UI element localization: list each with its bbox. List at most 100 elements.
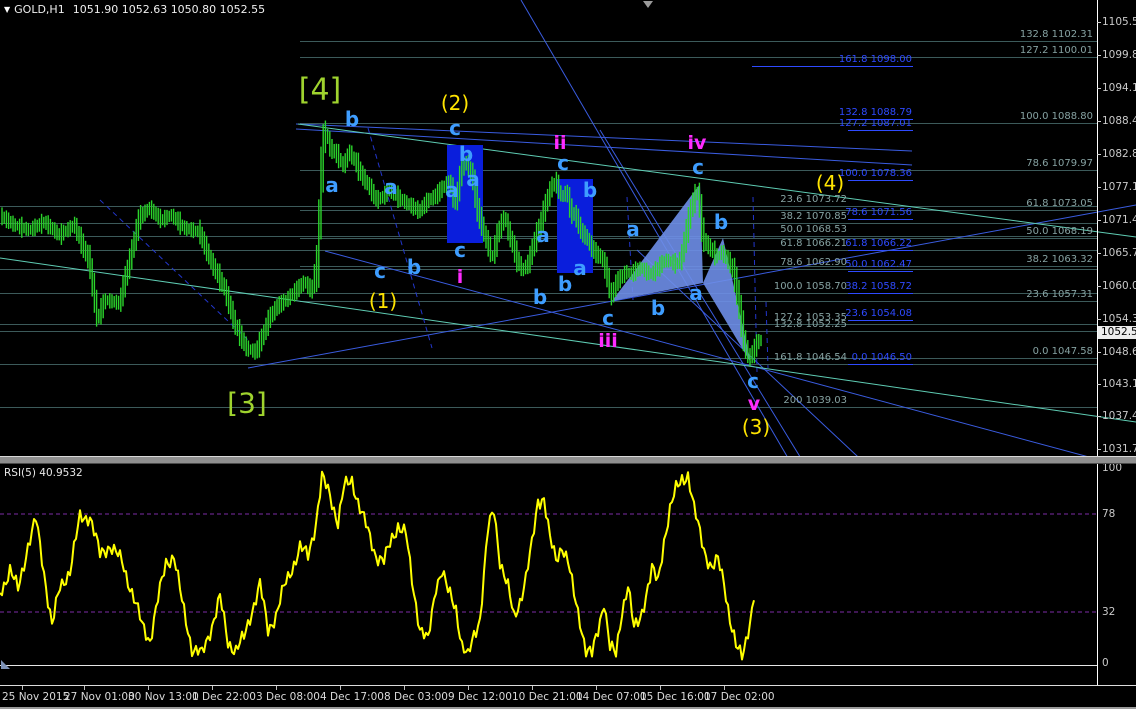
rsi-canvas[interactable] <box>0 464 1136 685</box>
time-axis-tick <box>468 686 469 690</box>
time-axis-label: 8 Dec 03:00 <box>384 691 448 703</box>
wave-label: a <box>384 175 398 199</box>
price-axis-tick <box>1097 55 1101 56</box>
fib-level-label: 38.2 1070.85 <box>780 211 847 222</box>
wave-label: a <box>626 217 640 241</box>
price-axis-label: 1077.1 <box>1102 181 1136 193</box>
price-axis-tick <box>1097 22 1101 23</box>
panel-divider[interactable] <box>0 457 1136 464</box>
fib-level-label: 127.2 1100.01 <box>1019 45 1093 56</box>
price-axis-label: 1099.8 <box>1102 49 1136 61</box>
fib-level-label: 127.2 1087.01 <box>838 118 912 129</box>
wave-label: [4] <box>298 72 342 108</box>
wave-label: a <box>573 256 587 280</box>
price-axis-border <box>1097 0 1098 685</box>
wave-label: c <box>557 151 569 175</box>
wave-label: b <box>406 255 422 279</box>
price-axis-label: 1031.7 <box>1102 443 1136 455</box>
fib-level-label: 132.8 1088.79 <box>838 107 912 118</box>
fib-level-label: 132.8 1102.31 <box>1019 29 1093 40</box>
wave-label: b <box>650 296 666 320</box>
fib-level-label: 50.0 1062.47 <box>845 259 912 270</box>
time-axis-tick <box>532 686 533 690</box>
price-axis-tick <box>1097 352 1101 353</box>
wave-label: (1) <box>368 289 398 313</box>
rsi-axis-label: 0 <box>1102 657 1109 669</box>
fib-level-label: 50.0 1068.53 <box>780 224 847 235</box>
symbol-marker-icon: ▼ <box>4 5 11 14</box>
fib-level-label: 0.0 1047.58 <box>1032 346 1093 357</box>
price-axis-label: 1105.5 <box>1102 16 1136 28</box>
price-axis-label: 1082.8 <box>1102 148 1136 160</box>
wave-label: b <box>713 210 729 234</box>
fib-level-label: 61.8 1066.22 <box>845 238 912 249</box>
price-axis-tick <box>1097 449 1101 450</box>
price-axis-label: 1060.0 <box>1102 280 1136 292</box>
time-axis-tick <box>660 686 661 690</box>
wave-label: c <box>454 238 466 262</box>
chart-shift-marker-icon[interactable] <box>643 1 653 8</box>
current-price-tag: 1052.5 <box>1098 326 1136 339</box>
wave-label: c <box>602 306 614 330</box>
wave-label: a <box>325 173 339 197</box>
wave-label: a <box>466 167 480 191</box>
wave-label: ii <box>553 132 567 154</box>
time-axis-tick <box>22 686 23 690</box>
fib-level-label: 78.6 1071.56 <box>845 207 912 218</box>
rsi-panel-bottom-border <box>0 665 1097 666</box>
fib-level-label: 61.8 1066.21 <box>780 238 847 249</box>
fib-level-label: 23.6 1073.72 <box>780 194 847 205</box>
time-axis-tick <box>212 686 213 690</box>
fib-level-label: 100.0 1078.36 <box>838 168 912 179</box>
wave-label: a <box>445 178 459 202</box>
time-axis-tick <box>276 686 277 690</box>
price-axis-tick <box>1097 416 1101 417</box>
wave-label: c <box>449 116 461 140</box>
time-axis-label: 17 Dec 02:00 <box>704 691 775 703</box>
wave-label: c <box>747 369 759 393</box>
wave-label: (3) <box>741 415 771 439</box>
fib-level-label: 0.0 1046.50 <box>851 352 912 363</box>
window-bottom-edge <box>0 707 1136 709</box>
fib-level-label: 78.6 1079.97 <box>1026 158 1093 169</box>
price-axis-label: 1065.7 <box>1102 247 1136 259</box>
time-axis-label: 4 Dec 17:00 <box>320 691 384 703</box>
time-axis-tick <box>596 686 597 690</box>
price-axis-label: 1037.4 <box>1102 410 1136 422</box>
price-axis-tick <box>1097 187 1101 188</box>
time-axis-label: 14 Dec 07:00 <box>576 691 647 703</box>
rsi-axis-label: 78 <box>1102 508 1116 520</box>
price-axis-tick <box>1097 253 1101 254</box>
time-axis-label: 3 Dec 08:00 <box>256 691 320 703</box>
price-axis-tick <box>1097 154 1101 155</box>
rsi-axis-label: 32 <box>1102 606 1116 618</box>
price-axis-label: 1088.4 <box>1102 115 1136 127</box>
time-axis-tick <box>340 686 341 690</box>
price-axis-label: 1094.1 <box>1102 82 1136 94</box>
fib-level-label: 161.8 1098.00 <box>838 54 912 65</box>
fib-level-label: 200 1039.03 <box>783 395 847 406</box>
time-axis-label: 9 Dec 12:00 <box>448 691 512 703</box>
price-axis-tick <box>1097 319 1101 320</box>
price-axis-tick <box>1097 220 1101 221</box>
price-axis-tick <box>1097 384 1101 385</box>
price-axis-label: 1043.1 <box>1102 378 1136 390</box>
price-axis-tick <box>1097 88 1101 89</box>
time-axis-label: 1 Dec 22:00 <box>192 691 256 703</box>
fib-level-label: 132.8 1052.25 <box>773 319 847 330</box>
price-axis-label: 1071.4 <box>1102 214 1136 226</box>
symbol-period-label: GOLD,H1 <box>14 3 65 16</box>
fib-level-label: 38.2 1063.32 <box>1026 254 1093 265</box>
current-price-value: 1052.5 <box>1101 326 1136 338</box>
wave-label: [3] <box>227 386 267 420</box>
wave-label: iv <box>687 132 707 154</box>
wave-label: b <box>557 272 573 296</box>
fib-level-label: 100.0 1088.80 <box>1019 111 1093 122</box>
panel-resize-grip-icon[interactable] <box>1 660 10 669</box>
time-axis-tick <box>84 686 85 690</box>
price-chart-canvas[interactable] <box>0 0 1136 456</box>
fib-level-label: 127.2 1053.35 <box>773 312 847 323</box>
wave-label: c <box>374 259 386 283</box>
time-axis-tick <box>148 686 149 690</box>
